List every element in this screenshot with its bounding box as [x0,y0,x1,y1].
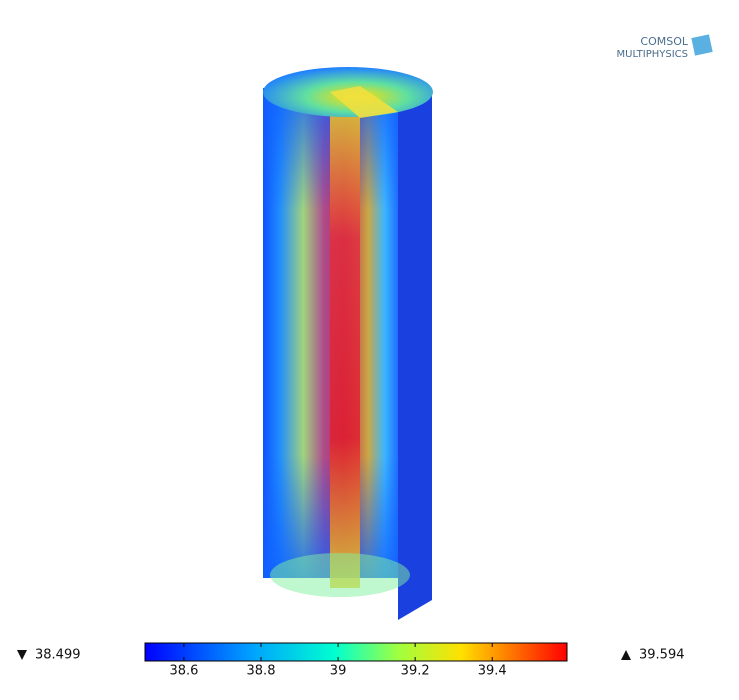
logo-cube [691,34,713,56]
min-triangle [17,650,27,660]
max-triangle [621,650,631,660]
colorbar [144,642,568,662]
colorbar-tick-label: 39.2 [401,664,430,679]
cut-face [398,90,432,620]
colorbar-tick-label: 39.4 [478,664,507,679]
colorbar-tick-label: 38.8 [247,664,276,679]
cylinder-core [330,88,360,588]
colorbar-tick-label: 39 [330,664,347,679]
cut-top [330,86,398,118]
min-value: 38.499 [35,648,81,663]
logo-line-2: MULTIPHYSICS [617,49,688,60]
cylinder [263,67,433,620]
logo-line-1: COMSOL [640,35,688,48]
max-value: 39.594 [639,648,685,663]
bottom-cap [270,553,410,597]
colorbar-tick-label: 38.6 [169,664,198,679]
